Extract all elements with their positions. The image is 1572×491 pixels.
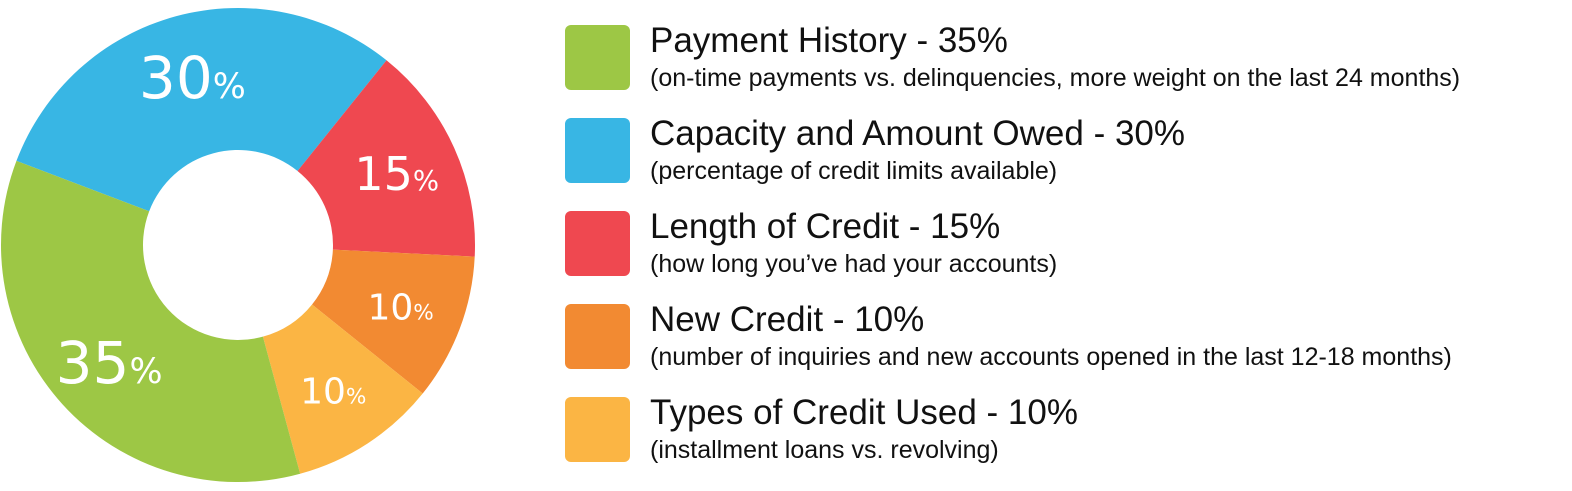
donut-chart: 30% 15% 10% 10% 35% [0, 8, 475, 482]
data-label: 10% [367, 288, 433, 329]
legend-title: Length of Credit - 15% [650, 207, 1001, 246]
slice-types-of-credit-used [262, 304, 423, 474]
legend-swatch [565, 211, 630, 276]
legend-swatch [565, 304, 630, 369]
data-label: 15% [354, 147, 439, 201]
slice-capacity-and-amount-owed [16, 8, 387, 212]
legend-description: (percentage of credit limits available) [650, 157, 1058, 185]
data-label: 30% [139, 44, 246, 112]
legend-swatch [565, 397, 630, 462]
legend-title: Payment History - 35% [650, 21, 1008, 60]
legend-description: (on-time payments vs. delinquencies, mor… [650, 64, 1461, 92]
legend-title: Capacity and Amount Owed - 30% [650, 114, 1186, 153]
legend-swatch [565, 118, 630, 183]
slice-payment-history [0, 160, 301, 482]
legend-description: (how long you’ve had your accounts) [650, 250, 1058, 278]
legend-title: New Credit - 10% [650, 300, 925, 339]
data-label: 35% [56, 329, 163, 397]
legend-description: (installment loans vs. revolving) [650, 436, 999, 464]
data-label: 10% [300, 372, 366, 413]
legend-description: (number of inquiries and new accounts op… [650, 343, 1452, 371]
slice-length-of-credit [297, 60, 475, 257]
legend-title: Types of Credit Used - 10% [650, 393, 1078, 432]
slice-new-credit [312, 249, 475, 394]
legend-swatch [565, 25, 630, 90]
